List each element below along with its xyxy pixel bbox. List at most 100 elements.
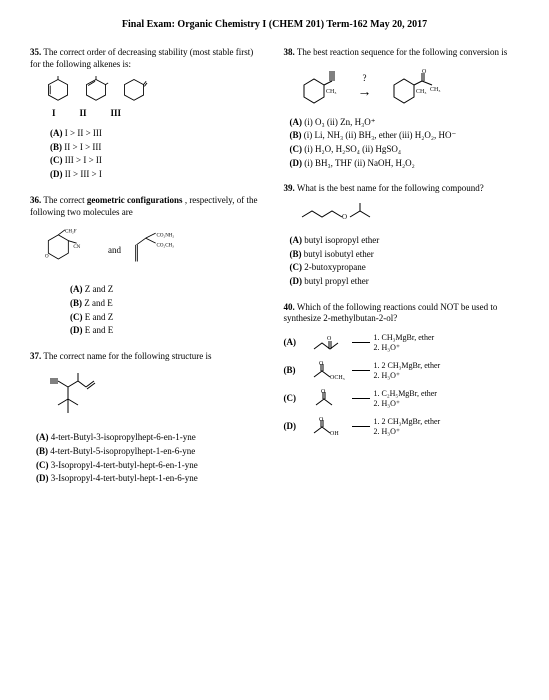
q40-body: Which of the following reactions could N… <box>284 302 498 324</box>
q37-text: 37. The correct name for the following s… <box>30 351 266 363</box>
opt-A-label: (A) <box>70 284 83 294</box>
q38-options: (A) (i) O₃ (ii) Zn, H₃O⁺ (B) (i) Li, NH₃… <box>284 117 520 170</box>
opt-D-label: (D) <box>284 421 310 433</box>
q39-options: (A) butyl isopropyl ether (B) butyl isob… <box>284 235 520 288</box>
q38-opt-B: (i) Li, NH₃ (ii) BH₃, ether (iii) H₂O₂, … <box>304 130 457 140</box>
opt-D-label: (D) <box>290 158 303 168</box>
q40-D-l1: 1. 2 CH₃MgBr, ether <box>374 417 520 427</box>
question-38: 38. The best reaction sequence for the f… <box>284 47 520 169</box>
q40-D-l2: 2. H₃O⁺ <box>374 427 520 437</box>
content-columns: 35. The correct order of decreasing stab… <box>30 47 519 499</box>
question-36: 36. The correct geometric configurations… <box>30 195 266 337</box>
question-37: 37. The correct name for the following s… <box>30 351 266 485</box>
q40-row-C: (C) O 1. C₂H₅MgBr, ether2. H₃O⁺ <box>284 387 520 411</box>
q36-options: (A) Z and Z (B) Z and E (C) E and Z (D) … <box>30 284 266 337</box>
q36-body-b: geometric configurations <box>87 195 183 205</box>
q35-figures <box>30 76 266 102</box>
opt-B-label: (B) <box>290 249 302 259</box>
opt-C-label: (C) <box>36 460 49 470</box>
opt-A-label: (A) <box>36 432 49 442</box>
svg-text:O: O <box>422 69 427 75</box>
q35-num: 35. <box>30 47 41 57</box>
q38-text: 38. The best reaction sequence for the f… <box>284 47 520 59</box>
q40-C-l2: 2. H₃O⁺ <box>374 399 520 409</box>
alkene-3 <box>120 76 148 102</box>
q35-opt-A: I > II > III <box>65 128 102 138</box>
q35-body: The correct order of decreasing stabilit… <box>30 47 253 69</box>
right-column: 38. The best reaction sequence for the f… <box>284 47 520 499</box>
svg-text:O: O <box>342 213 347 221</box>
q40-A-l2: 2. H₃O⁺ <box>374 343 520 353</box>
q39-text: 39. What is the best name for the follow… <box>284 183 520 195</box>
q35-text: 35. The correct order of decreasing stab… <box>30 47 266 70</box>
q35-options: (A) I > II > III (B) II > I > III (C) II… <box>30 128 266 181</box>
svg-text:CH₃: CH₃ <box>416 89 426 95</box>
arrow-icon: → <box>358 85 372 100</box>
q36-opt-D: E and E <box>85 325 114 335</box>
svg-text:OH: OH <box>330 431 339 437</box>
reactant-38: CH₃ <box>294 67 344 109</box>
q37-opt-C: 3-Isopropyl-4-tert-butyl-hept-6-en-1-yne <box>51 460 198 470</box>
q40-row-A: (A) O 1. CH₃MgBr, ether2. H₃O⁺ <box>284 331 520 355</box>
ketone-A: O <box>310 331 348 355</box>
opt-C-label: (C) <box>284 393 310 405</box>
ester-B: O OCH₃ <box>310 359 348 383</box>
q38-opt-A: (i) O₃ (ii) Zn, H₃O⁺ <box>304 117 375 127</box>
q36-molecules: CH₂FCNO and CO₂NH₂CO₂CH₃ <box>40 226 266 276</box>
acid-D: O OH <box>310 415 348 439</box>
svg-text:O: O <box>321 389 326 395</box>
svg-text:CO₂CH₃: CO₂CH₃ <box>157 244 175 249</box>
q39-opt-A: butyl isopropyl ether <box>304 235 379 245</box>
opt-B-label: (B) <box>284 365 310 377</box>
q38-opt-C: (i) H₂O, H₂SO₄ (ii) HgSO₄ <box>304 144 401 154</box>
q40-text: 40. Which of the following reactions cou… <box>284 302 520 325</box>
q36-text: 36. The correct geometric configurations… <box>30 195 266 218</box>
q38-num: 38. <box>284 47 295 57</box>
q39-opt-D: butyl propyl ether <box>304 276 369 286</box>
opt-B-label: (B) <box>70 298 82 308</box>
opt-B-label: (B) <box>50 142 62 152</box>
q40-C-l1: 1. C₂H₅MgBr, ether <box>374 389 520 399</box>
left-column: 35. The correct order of decreasing stab… <box>30 47 266 499</box>
svg-text:O: O <box>319 417 324 423</box>
svg-text:O: O <box>319 361 324 367</box>
svg-text:OCH₃: OCH₃ <box>330 375 345 381</box>
question-40: 40. Which of the following reactions cou… <box>284 302 520 439</box>
q39-opt-C: 2-butoxypropane <box>304 262 365 272</box>
question-35: 35. The correct order of decreasing stab… <box>30 47 266 181</box>
svg-text:CH₃: CH₃ <box>326 89 336 95</box>
q39-figure: O <box>284 201 520 231</box>
svg-text:O: O <box>45 255 49 260</box>
q37-options: (A) 4-tert-Butyl-3-isopropylhept-6-en-1-… <box>30 432 266 485</box>
q37-opt-B: 4-tert-Butyl-5-isopropylhept-1-en-6-yne <box>50 446 195 456</box>
q35-opt-D: II > III > I <box>65 169 102 179</box>
opt-C-label: (C) <box>290 144 303 154</box>
q40-row-D: (D) O OH 1. 2 CH₃MgBr, ether2. H₃O⁺ <box>284 415 520 439</box>
q37-opt-D: 3-Isopropyl-4-tert-butyl-hept-1-en-6-yne <box>51 473 198 483</box>
q35-labels: I II III <box>30 108 266 120</box>
opt-D-label: (D) <box>50 169 63 179</box>
q36-num: 36. <box>30 195 41 205</box>
q36-opt-B: Z and E <box>84 298 113 308</box>
q39-body: What is the best name for the following … <box>297 183 484 193</box>
opt-C-label: (C) <box>50 155 63 165</box>
product-38: O CH₃ CH₃ <box>386 67 442 109</box>
molecule-1: CH₂FCNO <box>40 226 90 272</box>
q36-opt-C: E and Z <box>85 312 114 322</box>
alkene-2 <box>82 76 110 102</box>
opt-D-label: (D) <box>70 325 83 335</box>
q38-qmark: ? <box>352 73 378 85</box>
q37-num: 37. <box>30 351 41 361</box>
svg-text:CH₂F: CH₂F <box>65 230 77 235</box>
q39-num: 39. <box>284 183 295 193</box>
q36-opt-A: Z and Z <box>85 284 114 294</box>
q36-and: and <box>108 245 121 257</box>
opt-A-label: (A) <box>290 117 303 127</box>
q36-body-a: The correct <box>43 195 86 205</box>
label-III: III <box>111 108 122 120</box>
q39-opt-B: butyl isobutyl ether <box>304 249 374 259</box>
exam-header: Final Exam: Organic Chemistry I (CHEM 20… <box>30 18 519 31</box>
ketone-C: O <box>310 387 348 411</box>
opt-A-label: (A) <box>290 235 303 245</box>
question-39: 39. What is the best name for the follow… <box>284 183 520 287</box>
